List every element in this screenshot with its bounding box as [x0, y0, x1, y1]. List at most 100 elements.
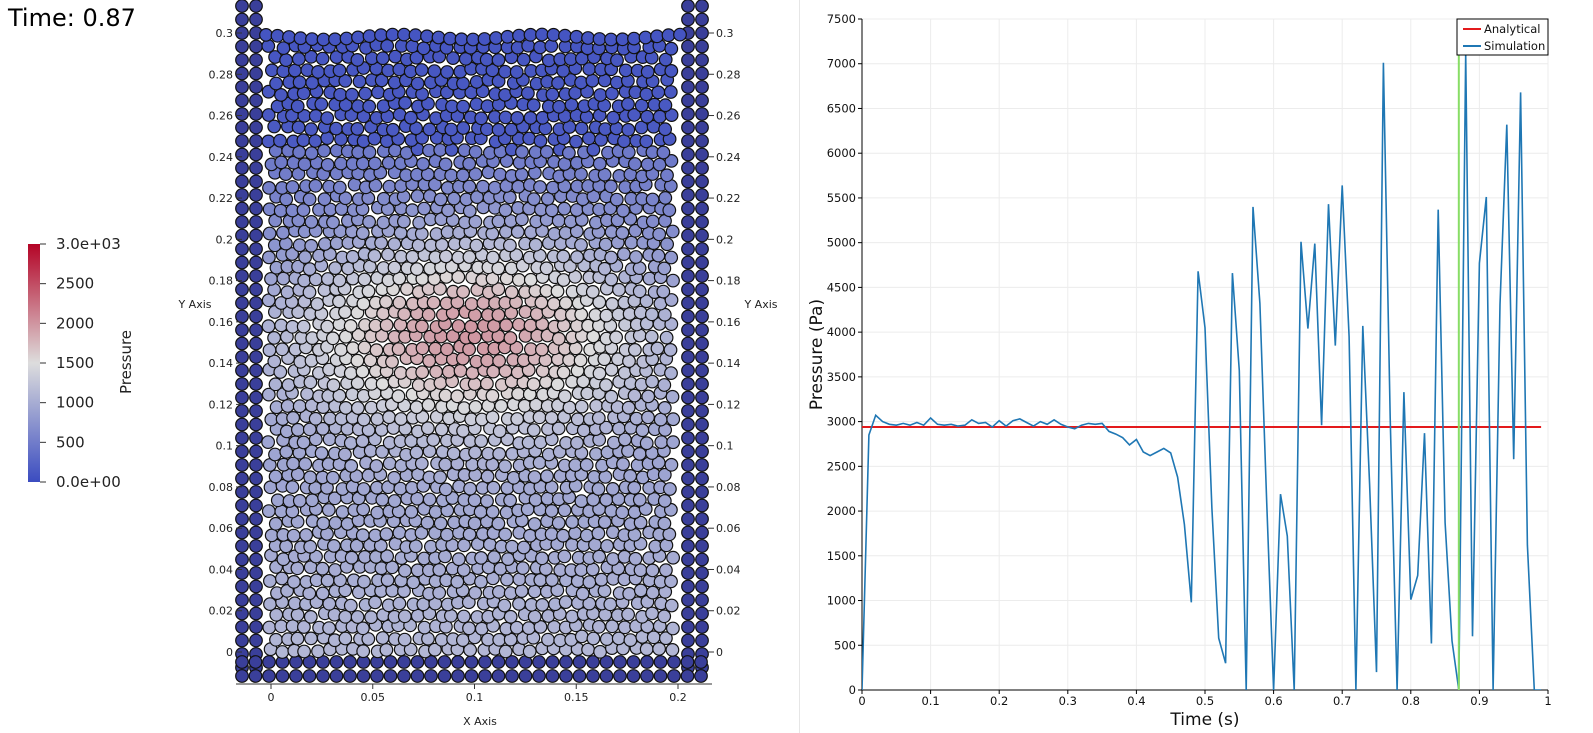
wall-particle	[464, 669, 479, 683]
view-divider[interactable]	[799, 0, 800, 733]
fluid-particle	[462, 621, 476, 636]
fluid-particle	[385, 27, 400, 42]
fluid-particle	[603, 597, 618, 612]
fluid-particle	[665, 389, 680, 404]
fluid-particle	[461, 595, 476, 610]
wall-particle	[681, 39, 695, 54]
wall-particle	[681, 593, 695, 607]
fluid-particle	[457, 538, 471, 553]
fluid-particle	[328, 516, 343, 530]
wall-particle	[249, 12, 263, 27]
fluid-particle	[397, 609, 412, 624]
fluid-particle	[498, 459, 512, 474]
wall-particle	[343, 655, 357, 669]
fluid-particle	[510, 412, 525, 426]
fluid-particle	[374, 73, 389, 88]
fluid-particle	[276, 225, 290, 240]
fluid-particle	[387, 494, 402, 508]
fluid-particle	[550, 284, 565, 299]
wall-particle	[249, 620, 263, 634]
fluid-particle	[622, 354, 636, 369]
fluid-particle	[308, 432, 323, 447]
y-tick-label: 5500	[827, 191, 856, 205]
fluid-particle	[529, 307, 544, 321]
wall-particle	[249, 120, 263, 135]
fluid-particle	[661, 28, 676, 43]
fluid-particle	[501, 552, 515, 566]
fluid-particle	[480, 494, 494, 509]
wall-particle	[681, 525, 695, 540]
line-chart-view[interactable]: 0 500 1000 1500 2000 2500 3000 3500 4000 4500 5000…	[800, 0, 1593, 733]
fluid-particle	[464, 297, 479, 311]
fluid-particle	[617, 365, 632, 380]
wall-particle	[316, 669, 330, 683]
fluid-particle	[492, 424, 507, 439]
legend-box	[1456, 18, 1549, 56]
fluid-particle	[645, 192, 660, 207]
fluid-particle	[599, 308, 614, 323]
fluid-particle	[624, 235, 639, 250]
fluid-particle	[657, 609, 672, 624]
wall-particle	[235, 228, 249, 243]
y-axis-left-tick-label: 0.2	[216, 233, 234, 246]
y-axis-right-tick-label: 0.12	[716, 398, 741, 411]
fluid-particle	[639, 134, 654, 149]
fluid-particle	[362, 99, 377, 114]
fluid-particle	[404, 504, 419, 519]
fluid-particle	[535, 27, 549, 42]
fluid-particle	[274, 619, 289, 634]
fluid-particle	[579, 528, 594, 543]
fluid-particle	[466, 32, 480, 47]
wall-particle	[249, 0, 263, 13]
fluid-particle	[406, 575, 421, 590]
wall-particle	[653, 655, 668, 669]
fluid-particle	[544, 410, 559, 425]
wall-particle	[681, 417, 695, 432]
fluid-particle	[639, 294, 654, 309]
fluid-particle	[591, 526, 606, 541]
wall-particle	[235, 512, 249, 526]
fluid-particle	[311, 644, 325, 659]
fluid-particle	[304, 146, 319, 161]
wall-particle	[424, 655, 438, 669]
fluid-particle	[382, 179, 397, 194]
wall-particle	[249, 107, 263, 121]
wall-particle	[397, 655, 411, 669]
fluid-particle	[332, 273, 347, 288]
y-axis-right-tick-label: 0.06	[716, 522, 741, 535]
fluid-particle	[329, 121, 344, 136]
wall-particle	[464, 655, 479, 669]
wall-particle	[249, 228, 263, 243]
fluid-particle	[545, 573, 559, 587]
wall-particle	[695, 417, 709, 432]
fluid-particle	[592, 366, 607, 381]
fluid-particle	[492, 632, 507, 647]
fluid-particle	[500, 29, 515, 44]
fluid-particle	[610, 53, 624, 68]
y-tick-label: 5000	[827, 236, 856, 250]
wall-particle	[640, 655, 654, 669]
wall-particle	[695, 215, 709, 229]
fluid-particle	[599, 493, 614, 507]
fluid-particle	[456, 633, 470, 647]
y-axis-right-tick-label: 0.04	[716, 563, 741, 576]
particle-render-view[interactable]: Time: 0.87 3.0e+03 2500 2000 1500 1000 500 0.0…	[0, 0, 799, 733]
fluid-particle	[414, 456, 429, 471]
fluid-particle	[380, 39, 395, 53]
fluid-particle	[474, 111, 489, 126]
fluid-particle	[658, 190, 673, 205]
x-tick-label: 0.6	[1264, 694, 1282, 708]
fluid-particle	[659, 631, 673, 646]
fluid-particle	[426, 295, 441, 310]
fluid-particle	[433, 143, 448, 157]
fluid-particle	[521, 86, 535, 100]
fluid-particle	[486, 480, 501, 495]
fluid-particle	[556, 249, 571, 264]
wall-particle	[681, 215, 695, 229]
wall-particle	[695, 363, 709, 378]
fluid-particle	[557, 201, 572, 216]
wall-particle	[667, 669, 681, 683]
fluid-particle	[432, 563, 447, 577]
x-tick-label: 0.1	[921, 694, 939, 708]
fluid-particle	[343, 319, 358, 333]
